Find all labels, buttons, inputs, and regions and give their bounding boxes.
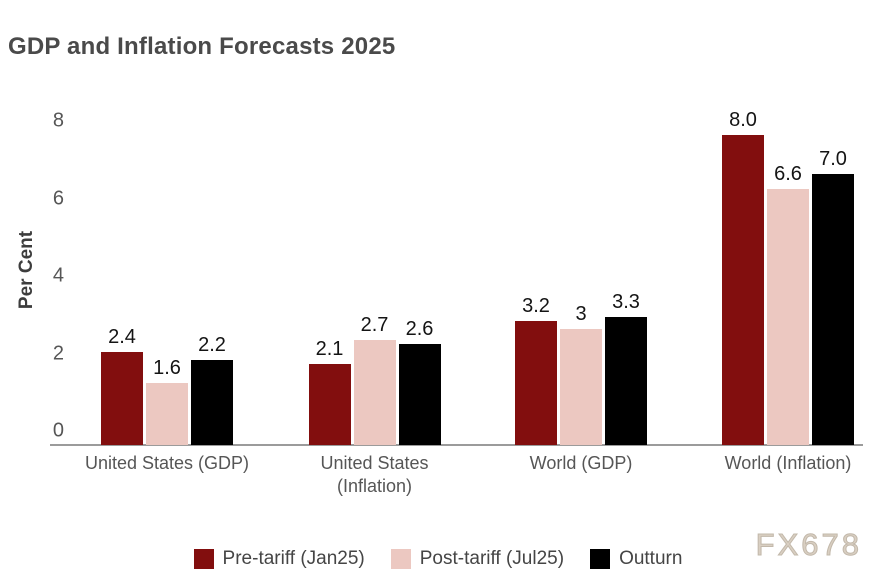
category-label: World (Inflation) [724, 453, 852, 473]
bar-value-label: 2.7 [360, 314, 389, 337]
legend-item: Outturn [590, 548, 682, 570]
category-label: United States (GDP) [84, 453, 250, 473]
bar-value-label: 2.6 [405, 318, 434, 341]
legend-swatch-icon [590, 549, 611, 569]
bar-value-label: 7.0 [819, 147, 847, 170]
legend-label: Post-tariff (Jul25) [419, 548, 565, 569]
y-tick-label: 6 [52, 187, 64, 209]
bar-group: 3.2 3 3.3 [515, 291, 647, 445]
bar: 7.0 [812, 148, 854, 445]
bar: 8.0 [722, 109, 764, 445]
bar: 6.6 [767, 163, 809, 445]
legend-item: Pre-tariff (Jan25) [193, 548, 365, 570]
legend-swatch-icon [390, 549, 411, 569]
category-label: World (GDP) [529, 453, 633, 473]
bar-value-label: 6.6 [774, 163, 802, 186]
bar: 2.6 [398, 318, 441, 445]
x-axis-line [50, 444, 863, 446]
watermark: FX678 [755, 527, 862, 563]
bar-group: 8.0 6.6 7.0 [722, 109, 854, 445]
bar: 3.3 [605, 291, 647, 445]
legend-label: Outturn [619, 548, 683, 569]
bar-value-label: 2.1 [315, 337, 344, 360]
bar-value-label: 2.4 [108, 326, 136, 348]
bar-value-label: 2.2 [198, 333, 226, 356]
bar-group: 2.1 2.7 2.6 [308, 314, 441, 445]
bar-group: 2.4 1.6 2.2 [101, 326, 233, 445]
bar-value-label: 3.3 [612, 291, 640, 314]
bar: 1.6 [146, 357, 188, 445]
legend-item: Post-tariff (Jul25) [390, 548, 565, 570]
bar-value-label: 1.6 [153, 357, 181, 379]
y-tick-label: 8 [52, 109, 64, 132]
category-label: United States (Inflation) [320, 453, 429, 497]
bar: 2.2 [191, 334, 233, 445]
legend: Pre-tariff (Jan25) Post-tariff (Jul25) Out… [0, 548, 876, 570]
bar: 3.2 [515, 295, 557, 445]
bar: 2.7 [353, 314, 396, 445]
bar-value-label: 3 [575, 302, 587, 325]
y-tick-label: 2 [52, 342, 64, 364]
legend-swatch-icon [193, 549, 214, 569]
chart-title: GDP and Inflation Forecasts 2025 [8, 33, 396, 60]
y-tick-label: 0 [52, 419, 64, 442]
legend-label: Pre-tariff (Jan25) [222, 548, 365, 569]
bar-value-label: 8.0 [729, 109, 757, 131]
bar: 2.1 [308, 338, 351, 445]
y-tick-label: 4 [52, 264, 64, 287]
bar: 3 [560, 303, 602, 445]
bar-value-label: 3.2 [522, 295, 550, 317]
bar: 2.4 [101, 326, 143, 445]
